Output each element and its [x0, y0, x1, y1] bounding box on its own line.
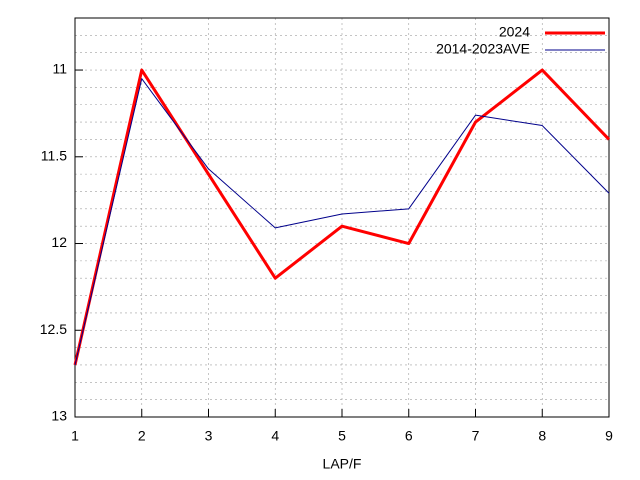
y-tick-label: 11: [52, 61, 67, 77]
x-tick-label: 3: [205, 428, 213, 444]
y-tick-label: 12.5: [40, 321, 67, 337]
x-tick-label: 9: [605, 428, 613, 444]
series-line: [74, 78, 610, 366]
y-tick-label: 13: [51, 408, 67, 424]
legend-label: 2024: [499, 24, 530, 40]
x-tick-label: 5: [338, 428, 346, 444]
x-tick-label: 7: [472, 428, 480, 444]
x-axis-label: LAP/F: [323, 456, 362, 472]
x-tick-label: 8: [538, 428, 546, 444]
series-line: [73, 68, 611, 366]
legend-label: 2014-2023AVE: [436, 41, 530, 57]
x-tick-label: 4: [271, 428, 279, 444]
plot-frame: [74, 17, 610, 418]
x-tick-label: 2: [138, 428, 146, 444]
x-tick-label: 1: [71, 428, 79, 444]
y-tick-label: 11.5: [41, 147, 67, 163]
y-tick-label: 12: [51, 234, 67, 250]
x-tick-label: 6: [405, 428, 413, 444]
